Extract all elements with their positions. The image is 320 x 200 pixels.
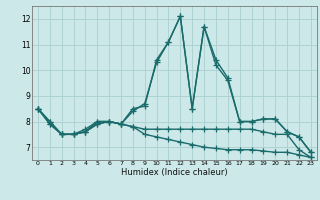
X-axis label: Humidex (Indice chaleur): Humidex (Indice chaleur)	[121, 168, 228, 177]
